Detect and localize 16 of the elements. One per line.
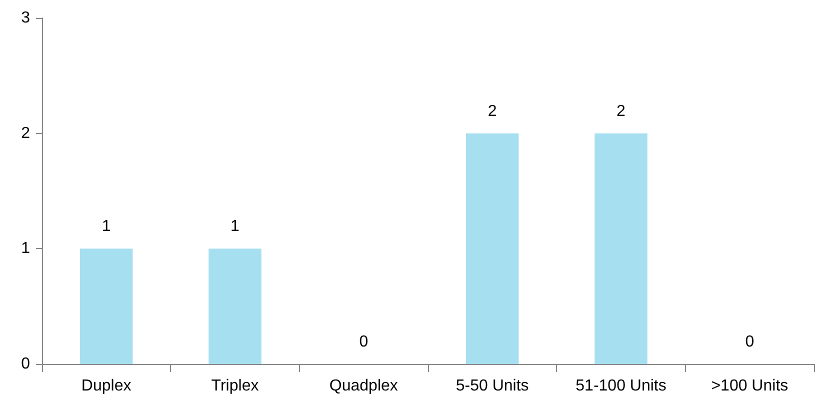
data-label: 1 <box>230 218 240 236</box>
data-label: 2 <box>488 102 497 120</box>
data-label: 0 <box>359 334 368 350</box>
x-tick-label: 5-50 Units <box>456 378 529 394</box>
data-label: 1 <box>102 218 111 236</box>
y-tick-label: 0 <box>21 356 30 372</box>
x-tick-label: >100 Units <box>711 378 788 394</box>
y-tick-label: 1 <box>21 240 30 258</box>
data-label: 0 <box>745 334 754 350</box>
y-tick-label: 2 <box>21 124 30 142</box>
y-tick-label: 3 <box>21 10 30 26</box>
x-tick-label: Duplex <box>81 378 132 394</box>
x-tick-label: Triplex <box>211 378 259 394</box>
data-label: 2 <box>616 102 626 120</box>
x-tick-label: Quadplex <box>329 378 398 394</box>
x-tick-label: 51-100 Units <box>576 378 666 394</box>
